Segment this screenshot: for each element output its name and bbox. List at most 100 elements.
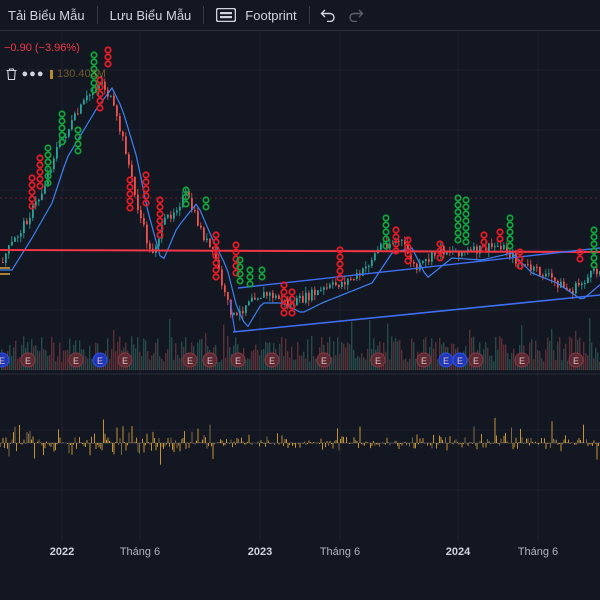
candle-body	[32, 205, 34, 218]
volume-bar	[485, 342, 487, 370]
earnings-marker	[468, 352, 484, 368]
candle-body	[419, 262, 421, 271]
candle-body	[356, 273, 358, 279]
undo-button[interactable]	[314, 0, 342, 30]
volume-value: 130.403M	[57, 68, 106, 80]
sell-signal-marker	[104, 53, 112, 61]
volume-bar	[341, 342, 343, 370]
earnings-marker-label: E	[519, 356, 525, 366]
footprint-button[interactable]: Footprint	[208, 0, 304, 30]
volume-bar	[293, 359, 295, 370]
candle-body	[347, 278, 349, 285]
candle-body	[122, 131, 124, 137]
candle-body	[320, 289, 322, 291]
candle-body	[380, 243, 382, 250]
candle-body	[386, 243, 388, 249]
volume-bar	[333, 341, 335, 370]
candle-body	[128, 154, 130, 165]
sell-signal-marker	[480, 231, 488, 239]
volume-bar	[113, 330, 115, 370]
volume-bar	[249, 359, 251, 370]
sell-signal-marker	[156, 224, 164, 232]
sell-signal-marker	[392, 240, 400, 248]
candle-body	[125, 136, 127, 155]
sell-signal-marker	[28, 188, 36, 196]
time-axis[interactable]: 2022 Tháng 6 2023 Tháng 6 2024 Tháng 6	[0, 540, 600, 564]
earnings-marker-label: E	[573, 356, 579, 366]
volume-bar	[315, 358, 317, 370]
volume-bar	[301, 355, 303, 370]
volume-bar	[545, 349, 547, 370]
candle-body	[389, 243, 391, 249]
earnings-marker-label: E	[443, 356, 449, 366]
redo-button[interactable]	[342, 0, 370, 30]
volume-bar	[107, 338, 109, 370]
volume-bar	[69, 338, 71, 370]
volume-bar	[281, 336, 283, 370]
sell-signal-marker	[336, 253, 344, 261]
sell-signal-marker	[516, 262, 524, 270]
candle-body	[86, 95, 88, 101]
sell-signal-marker	[336, 260, 344, 268]
more-options-button[interactable]: ●●●	[22, 66, 44, 82]
sell-signal-marker	[142, 185, 150, 193]
candle-body	[287, 299, 289, 306]
sell-signal-marker	[232, 241, 240, 249]
candle-body	[119, 116, 121, 132]
buy-signal-marker	[44, 179, 52, 187]
candle-body	[488, 243, 490, 252]
volume-bar	[265, 341, 267, 370]
sell-signal-marker	[576, 248, 584, 256]
volume-bar	[407, 361, 409, 370]
buy-signal-marker	[590, 226, 598, 234]
buy-signal-marker	[258, 266, 266, 274]
volume-bar	[505, 344, 507, 370]
volume-bar	[431, 338, 433, 370]
buy-signal-marker	[454, 222, 462, 230]
volume-bar	[587, 355, 589, 370]
volume-bar	[165, 353, 167, 370]
volume-bar	[329, 336, 331, 370]
volume-bar	[255, 344, 257, 370]
volume-bar	[263, 349, 265, 370]
buy-signal-marker	[202, 203, 210, 211]
candle-body	[545, 273, 547, 277]
buy-signal-marker	[246, 280, 254, 288]
volume-bar	[399, 340, 401, 370]
volume-bar	[251, 351, 253, 370]
volume-bar	[277, 361, 279, 370]
sell-signal-marker	[212, 266, 220, 274]
candle-body	[314, 289, 316, 295]
volume-legend-row: ●●● 130.403M	[0, 66, 106, 82]
candle-body	[368, 265, 370, 267]
candle-body	[227, 292, 229, 300]
volume-bar	[253, 350, 255, 370]
sell-signal-marker	[232, 248, 240, 256]
sell-signal-marker	[28, 202, 36, 210]
volume-bar	[313, 356, 315, 370]
candle-body	[29, 217, 31, 225]
load-template-button[interactable]: Tải Biểu Mẫu	[0, 0, 93, 30]
buy-signal-marker	[74, 147, 82, 155]
buy-signal-marker	[58, 124, 66, 132]
toolbar-divider	[96, 6, 98, 24]
candle-body	[506, 244, 508, 253]
candle-body	[35, 201, 37, 206]
candle-body	[173, 212, 175, 219]
volume-bar	[39, 351, 41, 370]
buy-signal-marker	[236, 277, 244, 285]
remove-indicator-button[interactable]	[0, 66, 22, 82]
sell-signal-marker	[232, 255, 240, 263]
candle-body	[116, 105, 118, 117]
candle-body	[53, 158, 55, 170]
sell-signal-marker	[142, 192, 150, 200]
candle-body	[530, 264, 532, 271]
volume-bar	[15, 340, 17, 370]
save-template-button[interactable]: Lưu Biểu Mẫu	[102, 0, 200, 30]
buy-signal-marker	[382, 221, 390, 229]
candle-body	[68, 129, 70, 137]
volume-bar	[19, 357, 21, 370]
volume-bar	[335, 355, 337, 370]
candle-body	[509, 252, 511, 258]
